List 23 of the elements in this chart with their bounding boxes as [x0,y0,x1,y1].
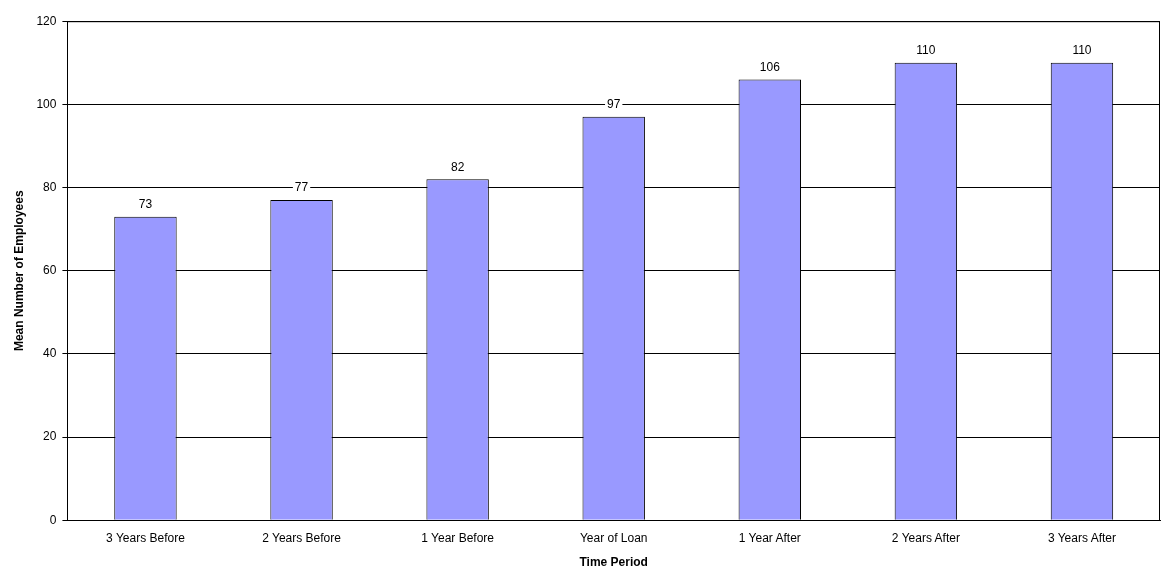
y-tick-label: 60 [43,263,57,278]
y-axis-title: Mean Number of Employees [11,190,26,352]
data-label: 77 [294,180,309,195]
x-tick-label: 3 Years Before [106,530,186,545]
data-label: 110 [1072,43,1092,58]
y-tick-label: 40 [43,346,57,361]
x-axis-title: Time Period [579,555,648,570]
x-tick-label: 2 Years After [891,530,960,545]
data-label: 82 [450,159,465,174]
x-tick-label: 1 Year Before [421,530,495,545]
y-tick-label: 120 [36,13,57,28]
y-tick-label: 100 [36,96,57,111]
y-tick-label: 20 [43,429,57,444]
y-tick-label: 0 [49,512,57,527]
y-tick-label: 80 [43,179,57,194]
x-tick-label: 3 Years After [1047,530,1116,545]
x-tick-label: 1 Year After [738,530,801,545]
data-label: 110 [916,43,936,58]
data-label: 106 [759,59,781,74]
data-label: 97 [607,97,621,112]
x-tick-label: Year of Loan [579,530,648,545]
x-tick-label: 2 Years Before [262,530,342,545]
data-label: 73 [138,196,153,211]
